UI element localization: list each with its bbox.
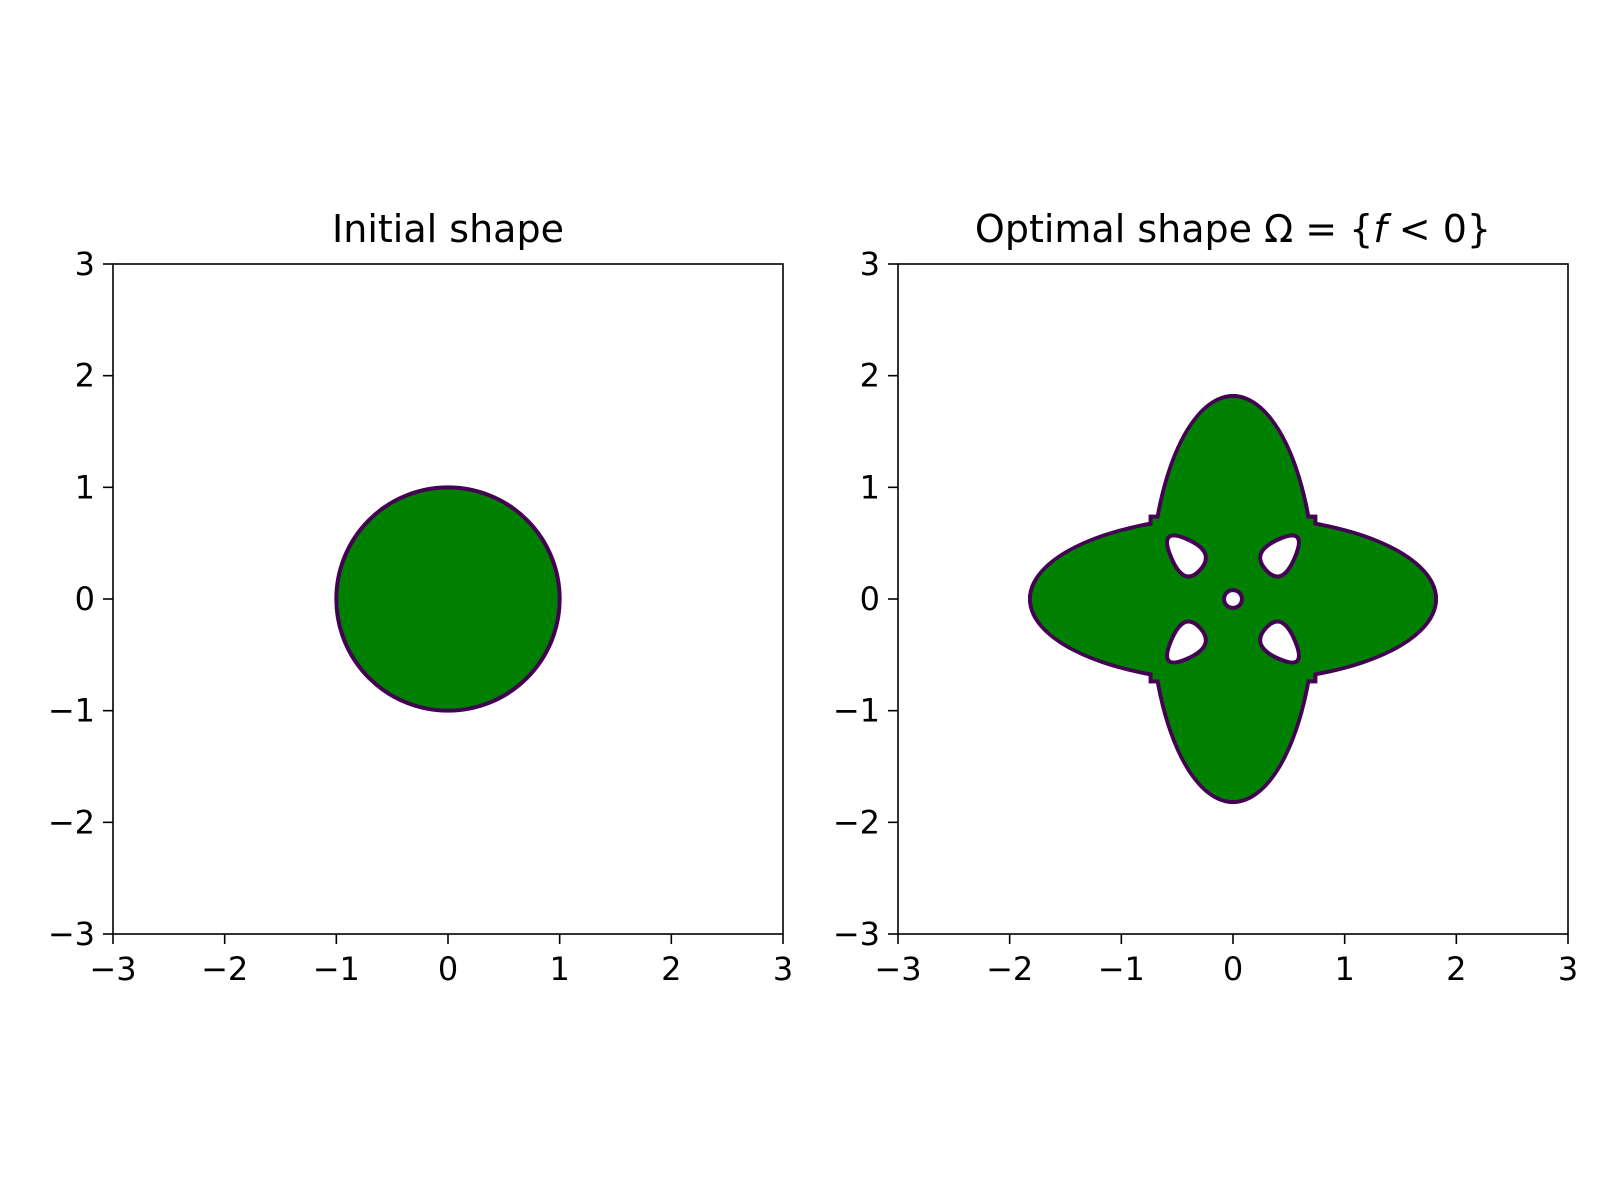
optimal-xtick-label: −2 [986, 950, 1033, 988]
optimal-xtick-label: 3 [1558, 950, 1578, 988]
initial-xtick-label: 2 [661, 950, 681, 988]
optimal-xtick-label: −3 [874, 950, 921, 988]
initial-shape-region [334, 485, 562, 713]
initial-ytick-label: 0 [75, 580, 95, 618]
title-condition-part: < 0} [1387, 207, 1491, 251]
optimal-xtick-label: 2 [1446, 950, 1466, 988]
initial-ytick-label: 3 [75, 245, 95, 283]
center-hole [1222, 588, 1244, 610]
optimal-ytick-label: 3 [860, 245, 880, 283]
initial-xtick-label: 3 [773, 950, 793, 988]
triangular-hole [1258, 533, 1301, 579]
initial-ytick-label: 1 [75, 468, 95, 506]
optimal-xtick-label: 0 [1223, 950, 1243, 988]
optimal-ytick-label: 0 [860, 580, 880, 618]
optimal-xtick-label: −1 [1098, 950, 1145, 988]
optimal-shape-region [1028, 394, 1438, 804]
title-text-part: Optimal shape [975, 207, 1264, 251]
title-equals-part: = { [1293, 207, 1373, 251]
initial-ytick-label: −2 [48, 803, 95, 841]
optimal-shape-axes: Optimal shape Ω = {f < 0} −3 −2 −1 0 1 2 3 −3 −2… [833, 207, 1578, 988]
initial-shape-axes: Initial shape −3 −2 −1 0 1 2 3 −3 −2 −1 0 1 2 3 [48, 207, 793, 988]
initial-xtick-label: −2 [201, 950, 248, 988]
initial-shape-title: Initial shape [332, 207, 564, 251]
omega-symbol: Ω [1264, 207, 1293, 251]
optimal-ytick-label: −1 [833, 692, 880, 730]
triangular-hole [1165, 619, 1208, 665]
initial-ytick-label: −3 [48, 915, 95, 953]
initial-xtick-label: −1 [313, 950, 360, 988]
initial-shape-axes-frame [112, 263, 784, 935]
initial-ytick-label: 2 [75, 357, 95, 395]
initial-disk [334, 485, 562, 713]
initial-xtick-label: 0 [438, 950, 458, 988]
optimal-ytick-label: −2 [833, 803, 880, 841]
optimal-xtick-label: 1 [1334, 950, 1354, 988]
optimal-shape-axes-frame [897, 263, 1569, 935]
triangular-hole [1165, 533, 1208, 579]
optimal-ytick-label: −3 [833, 915, 880, 953]
initial-xtick-label: 1 [549, 950, 569, 988]
initial-xtick-label: −3 [89, 950, 136, 988]
optimal-shape-title: Optimal shape Ω = {f < 0} [975, 207, 1491, 251]
optimal-ytick-label: 2 [860, 357, 880, 395]
triangular-hole [1258, 619, 1301, 665]
optimal-ytick-label: 1 [860, 468, 880, 506]
initial-ytick-label: −1 [48, 692, 95, 730]
